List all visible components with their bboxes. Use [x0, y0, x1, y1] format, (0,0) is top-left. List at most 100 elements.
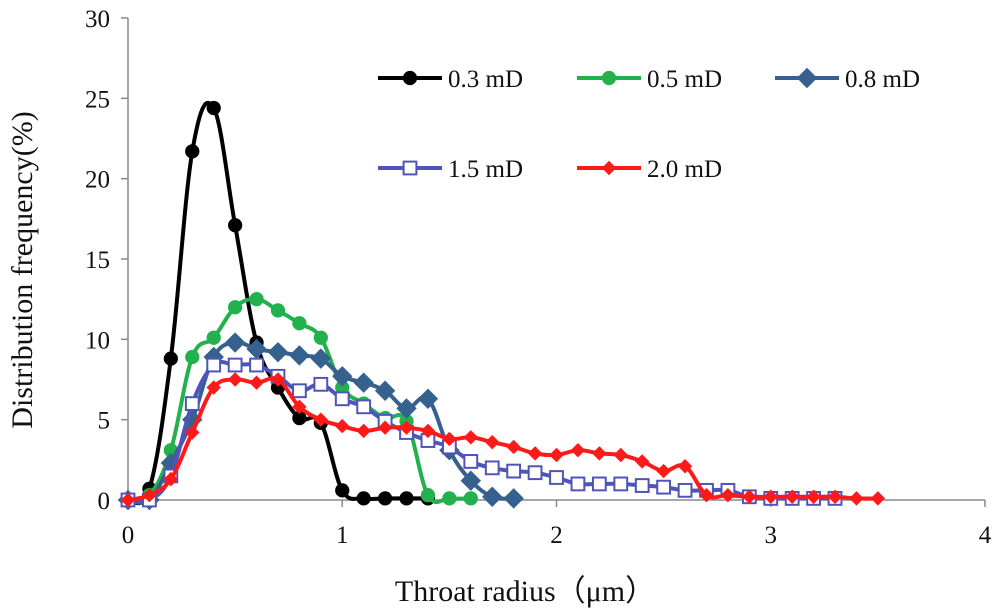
data-point: [549, 470, 564, 485]
x-tick-label: 2: [550, 522, 563, 549]
x-axis-title: Throat radius（μm）: [395, 575, 655, 608]
data-point: [377, 491, 393, 506]
series-lines: [117, 100, 886, 511]
legend-swatch-marker: [601, 160, 617, 176]
legend-swatch-marker: [402, 160, 418, 176]
data-point: [356, 491, 371, 506]
data-point: [206, 100, 221, 116]
data-point: [634, 454, 650, 469]
data-point: [870, 491, 886, 506]
data-point: [227, 300, 243, 315]
data-point: [656, 479, 672, 495]
series-0-5-mD: [120, 292, 478, 508]
data-point: [313, 376, 329, 392]
y-tick-label: 5: [98, 408, 111, 435]
series-line: [126, 376, 880, 502]
data-point: [420, 488, 436, 503]
data-point: [463, 430, 479, 445]
data-point: [742, 489, 757, 504]
data-point: [827, 489, 843, 504]
data-point: [806, 489, 821, 504]
data-point: [227, 218, 243, 233]
data-point: [185, 349, 200, 365]
data-point: [484, 460, 500, 476]
data-point: [206, 357, 222, 373]
legend-item: 0.5 mD: [577, 66, 722, 93]
legend-label: 1.5 mD: [448, 156, 523, 183]
data-point: [185, 144, 200, 159]
data-point: [249, 357, 264, 373]
data-point: [163, 471, 179, 487]
data-point: [399, 491, 414, 506]
data-point: [656, 463, 671, 479]
legend: 0.3 mD 0.5 mD 0.8 mD 1.5 mD 2.0 mD: [378, 66, 920, 183]
legend-label: 0.5 mD: [647, 66, 722, 93]
y-tick-label: 10: [85, 327, 110, 354]
data-point: [506, 439, 521, 455]
data-point: [503, 488, 524, 509]
legend-item: 2.0 mD: [577, 156, 722, 183]
data-point: [185, 425, 200, 440]
x-tick-label: 3: [765, 522, 778, 549]
data-point: [570, 442, 586, 458]
data-point: [227, 357, 243, 373]
legend-item: 0.8 mD: [775, 66, 920, 93]
data-point: [677, 459, 693, 474]
data-point: [292, 399, 307, 415]
data-point: [592, 446, 607, 461]
series-line: [126, 359, 837, 504]
legend-swatch-marker: [796, 67, 818, 89]
data-point: [482, 486, 503, 507]
legend-label: 0.8 mD: [845, 66, 920, 93]
data-point: [784, 489, 800, 504]
data-point: [313, 412, 329, 427]
data-point: [396, 398, 417, 419]
data-point: [289, 345, 310, 366]
data-point: [270, 303, 286, 318]
data-point: [570, 476, 586, 492]
legend-swatch-marker: [402, 70, 418, 86]
data-point: [374, 380, 396, 401]
legend-item: 0.3 mD: [378, 66, 523, 93]
data-point: [720, 487, 736, 503]
data-point: [634, 478, 650, 493]
data-point: [849, 491, 864, 506]
legend-label: 0.3 mD: [448, 66, 523, 93]
data-point: [549, 447, 564, 463]
data-point: [356, 399, 372, 415]
data-point: [206, 330, 221, 345]
data-point: [527, 446, 543, 461]
data-point: [184, 396, 200, 412]
data-point: [442, 431, 457, 447]
data-point: [313, 330, 328, 345]
y-tick-label: 25: [85, 86, 110, 113]
data-point: [270, 372, 286, 387]
data-point: [335, 483, 350, 498]
legend-label: 2.0 mD: [647, 156, 722, 183]
data-point: [699, 487, 714, 503]
data-point: [506, 463, 522, 479]
data-point: [613, 447, 628, 463]
data-point: [442, 491, 457, 506]
data-point: [463, 491, 478, 506]
data-point: [292, 316, 307, 331]
data-point: [249, 375, 264, 390]
data-point: [224, 332, 246, 353]
data-point: [485, 434, 500, 450]
y-tick-label: 0: [98, 488, 111, 515]
data-point: [591, 476, 607, 492]
data-point: [420, 423, 436, 439]
x-tick-label: 4: [979, 522, 992, 549]
y-tick-label: 15: [85, 247, 110, 274]
data-point: [292, 383, 307, 399]
legend-swatch-marker: [601, 70, 617, 86]
data-point: [463, 454, 479, 469]
data-point: [763, 489, 778, 504]
data-point: [227, 372, 243, 387]
x-tick-label: 1: [336, 522, 349, 549]
legend-item: 1.5 mD: [378, 156, 523, 183]
data-point: [527, 465, 543, 481]
data-point: [267, 341, 289, 363]
